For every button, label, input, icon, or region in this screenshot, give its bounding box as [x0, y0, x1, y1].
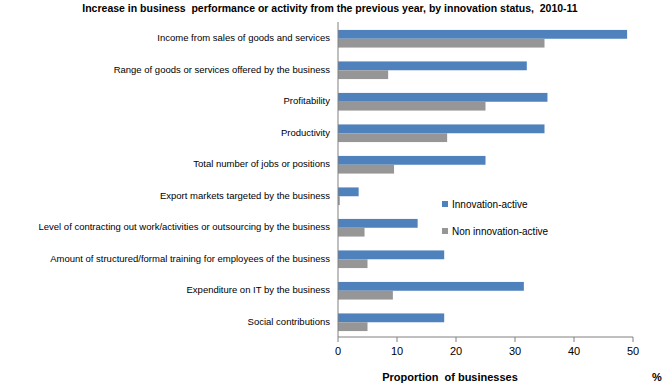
category-label: Export markets targeted by the business: [160, 190, 330, 201]
bar: [338, 187, 359, 196]
tick: [515, 337, 516, 342]
bar: [338, 219, 418, 228]
bar: [338, 259, 368, 268]
category-label: Productivity: [281, 127, 330, 138]
bar: [338, 291, 393, 300]
category-label: Income from sales of goods and services: [157, 32, 330, 43]
bar: [338, 165, 394, 174]
title: Increase in business performance or acti…: [82, 2, 578, 14]
bar: [338, 61, 527, 70]
tick-label: 20: [450, 345, 462, 357]
legend-swatch: [442, 201, 448, 207]
bar: [338, 282, 524, 291]
tick: [338, 337, 339, 342]
tick-label: 40: [568, 345, 580, 357]
tick: [397, 337, 398, 342]
category-label: Profitability: [284, 95, 331, 106]
y-axis: [338, 22, 339, 337]
bar: [338, 156, 486, 165]
tick: [574, 337, 575, 342]
bar: [338, 30, 627, 39]
x-axis-label: Proportion of businesses: [382, 371, 518, 383]
tick-label: 50: [627, 345, 639, 357]
tick-label: 0: [335, 345, 341, 357]
x-axis: [338, 337, 633, 338]
bar: [338, 133, 447, 142]
legend-label: Innovation-active: [452, 199, 528, 210]
bar: [338, 70, 388, 79]
category-label: Total number of jobs or positions: [193, 158, 330, 169]
category-label: Range of goods or services offered by th…: [114, 64, 331, 75]
tick: [456, 337, 457, 342]
legend-label: Non innovation-active: [452, 226, 549, 237]
bar: [338, 93, 547, 102]
legend: Innovation-active Non innovation-active: [442, 199, 549, 237]
bar: [338, 228, 365, 237]
category-label: Amount of structured/formal training for…: [50, 253, 330, 264]
category-label: Level of contracting out work/activities…: [39, 221, 331, 232]
bar: [338, 124, 545, 133]
bar: [338, 313, 444, 322]
tick: [633, 337, 634, 342]
legend-swatch: [442, 228, 448, 234]
tick-label: 30: [509, 345, 521, 357]
bar: [338, 39, 545, 48]
chart: Increase in business performance or acti…: [0, 0, 666, 391]
bar: [338, 250, 444, 259]
bar: [338, 102, 486, 111]
tick-label: 10: [391, 345, 403, 357]
bars: [338, 30, 627, 331]
category-label: Social contributions: [248, 316, 331, 327]
unit-label: %: [652, 371, 662, 383]
category-label: Expenditure on IT by the business: [187, 284, 331, 295]
bar: [338, 322, 368, 331]
